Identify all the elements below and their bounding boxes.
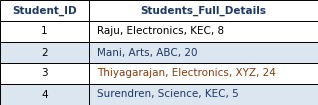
Text: 2: 2: [41, 47, 48, 58]
Text: Raju, Electronics, KEC, 8: Raju, Electronics, KEC, 8: [97, 26, 224, 37]
Bar: [0, 63, 89, 84]
Bar: [0, 0, 89, 21]
Bar: [89, 84, 318, 105]
Text: Surendren, Science, KEC, 5: Surendren, Science, KEC, 5: [97, 89, 239, 100]
Bar: [89, 63, 318, 84]
Bar: [89, 21, 318, 42]
Text: Thiyagarajan, Electronics, XYZ, 24: Thiyagarajan, Electronics, XYZ, 24: [97, 68, 276, 79]
Bar: [0, 21, 89, 42]
Text: Student_ID: Student_ID: [12, 5, 77, 16]
Bar: [89, 42, 318, 63]
Text: 3: 3: [41, 68, 48, 79]
Text: Students_Full_Details: Students_Full_Details: [141, 5, 266, 16]
Bar: [0, 42, 89, 63]
Bar: [89, 0, 318, 21]
Text: Mani, Arts, ABC, 20: Mani, Arts, ABC, 20: [97, 47, 197, 58]
Bar: [0, 84, 89, 105]
Text: 1: 1: [41, 26, 48, 37]
Text: 4: 4: [41, 89, 48, 100]
